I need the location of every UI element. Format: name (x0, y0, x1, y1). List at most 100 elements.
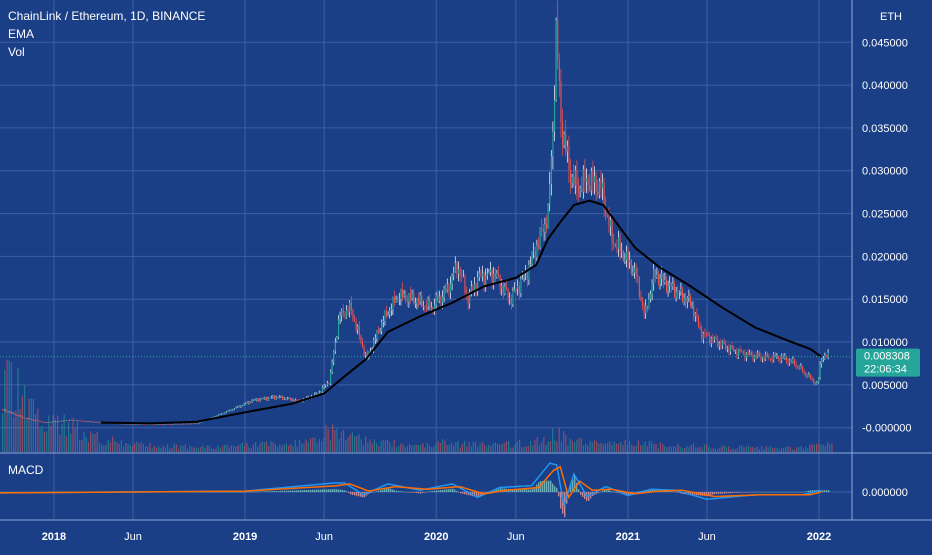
volume-bar (778, 449, 780, 452)
volume-bar (191, 446, 193, 452)
macd-histogram-bar (726, 492, 728, 494)
volume-bar (292, 446, 294, 452)
macd-histogram-bar (806, 491, 808, 492)
volume-bar (629, 440, 631, 452)
macd-histogram-bar (776, 492, 778, 493)
volume-bar (41, 425, 43, 452)
candle-body (691, 305, 693, 307)
volume-bar (81, 440, 83, 452)
volume-bar (609, 441, 611, 452)
candle-body (3, 409, 5, 411)
macd-histogram-bar (440, 490, 442, 492)
chart-title[interactable]: ChainLink / Ethereum, 1D, BINANCE (8, 9, 206, 23)
candle-body (514, 288, 516, 291)
candle-body (354, 319, 356, 322)
volume-bar (200, 446, 202, 452)
macd-histogram-bar (212, 492, 214, 493)
candle-body (704, 333, 706, 334)
macd-histogram-bar (220, 492, 222, 493)
volume-bar (323, 438, 325, 452)
macd-histogram-bar (744, 492, 746, 493)
candle-body (512, 290, 514, 305)
macd-histogram-bar (800, 492, 802, 493)
candle-body (43, 421, 45, 423)
candle-body (618, 237, 620, 249)
candle-body (680, 289, 682, 292)
volume-bar (554, 439, 556, 452)
volume-bar (15, 410, 17, 452)
volume-bar (63, 414, 65, 452)
candle-body (531, 251, 533, 265)
candle-body (192, 423, 194, 425)
volume-bar (545, 444, 547, 452)
candle-body (270, 397, 272, 398)
macd-histogram-bar (298, 490, 300, 492)
volume-bar (433, 446, 435, 452)
ema-legend[interactable]: EMA (8, 27, 35, 41)
volume-bar (303, 443, 305, 452)
candle-body (267, 398, 269, 400)
candle-body (150, 424, 152, 425)
volume-bar (668, 446, 670, 452)
candle-body (621, 251, 623, 253)
volume-bar (285, 443, 287, 452)
macd-histogram-bar (546, 480, 548, 492)
macd-histogram-bar (552, 483, 554, 492)
candle-body (792, 359, 794, 363)
candle-body (778, 356, 780, 359)
macd-legend[interactable]: MACD (8, 463, 44, 477)
volume-bar (787, 445, 789, 452)
candle-body (802, 365, 804, 372)
volume-bar (582, 445, 584, 452)
candle-body (339, 315, 341, 320)
volume-bar (263, 442, 265, 452)
candle-body (709, 335, 711, 344)
macd-histogram-bar (452, 488, 454, 492)
candle-body (179, 423, 181, 425)
grid-layer (0, 0, 852, 519)
volume-bar (600, 442, 602, 452)
volume-bar (567, 445, 569, 452)
macd-histogram-bar (560, 492, 562, 509)
volume-bar (347, 437, 349, 452)
macd-histogram-bar (766, 492, 768, 493)
candle-body (314, 393, 316, 397)
volume-bar (145, 446, 147, 452)
volume-bar (560, 441, 562, 452)
macd-histogram-bar (328, 489, 330, 492)
macd-histogram-bar (810, 490, 812, 492)
x-tick-label: Jun (698, 531, 716, 543)
macd-histogram-bar (796, 492, 798, 493)
candle-body (608, 216, 610, 226)
volume-bar (631, 444, 633, 452)
volume-bar (90, 431, 92, 452)
candle-body (656, 274, 658, 278)
volume-bar (134, 443, 136, 452)
candle-body (266, 397, 268, 400)
volume-bar (457, 441, 459, 452)
candle-body (586, 178, 588, 182)
volume-bar (123, 446, 125, 452)
macd-histogram-bar (198, 492, 200, 493)
candle-body (538, 245, 540, 248)
macd-histogram-bar (598, 492, 600, 493)
candle-body (350, 302, 352, 310)
candle-body (147, 424, 149, 425)
volume-bar (512, 447, 514, 452)
volume-bar (785, 446, 787, 452)
candle-body (370, 351, 372, 353)
macd-histogram-bar (356, 492, 358, 496)
candle-body (643, 306, 645, 314)
macd-histogram-bar (530, 489, 532, 492)
candle-body (78, 420, 80, 422)
volume-bar (153, 445, 155, 452)
volume-bar (85, 436, 87, 452)
macd-histogram-bar (718, 492, 720, 494)
macd-histogram-bar (600, 491, 602, 493)
macd-histogram-bar (222, 492, 224, 493)
volume-bar (442, 439, 444, 452)
vol-legend[interactable]: Vol (8, 45, 25, 59)
macd-histogram-bar (196, 492, 198, 493)
volume-bar (171, 447, 173, 452)
